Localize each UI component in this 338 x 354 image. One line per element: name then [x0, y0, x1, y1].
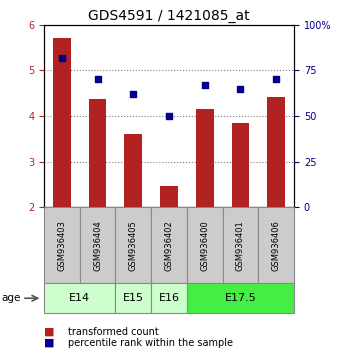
Text: age: age — [2, 293, 21, 303]
Text: transformed count: transformed count — [68, 327, 158, 337]
Bar — [44, 207, 80, 283]
Text: GSM936403: GSM936403 — [57, 220, 66, 270]
Text: ■: ■ — [44, 327, 54, 337]
Text: GDS4591 / 1421085_at: GDS4591 / 1421085_at — [88, 9, 250, 23]
Bar — [80, 207, 115, 283]
Bar — [124, 134, 142, 207]
Text: GSM936400: GSM936400 — [200, 220, 209, 270]
Bar — [187, 283, 294, 313]
Point — [202, 82, 208, 88]
Text: E16: E16 — [159, 293, 179, 303]
Bar — [196, 109, 214, 207]
Text: E15: E15 — [123, 293, 144, 303]
Bar — [151, 283, 187, 313]
Point — [130, 91, 136, 97]
Point — [59, 55, 65, 61]
Text: percentile rank within the sample: percentile rank within the sample — [68, 338, 233, 348]
Point — [238, 86, 243, 91]
Bar — [89, 99, 106, 207]
Bar — [151, 207, 187, 283]
Text: ■: ■ — [44, 338, 54, 348]
Bar — [232, 123, 249, 207]
Text: GSM936402: GSM936402 — [165, 220, 173, 270]
Text: GSM936401: GSM936401 — [236, 220, 245, 270]
Bar — [223, 207, 258, 283]
Bar — [160, 185, 178, 207]
Bar — [115, 283, 151, 313]
Text: GSM936404: GSM936404 — [93, 220, 102, 270]
Point — [273, 76, 279, 82]
Text: GSM936406: GSM936406 — [272, 220, 281, 270]
Text: E17.5: E17.5 — [224, 293, 256, 303]
Bar — [267, 97, 285, 207]
Bar — [44, 283, 115, 313]
Text: E14: E14 — [69, 293, 90, 303]
Bar — [258, 207, 294, 283]
Text: GSM936405: GSM936405 — [129, 220, 138, 270]
Bar — [115, 207, 151, 283]
Bar — [53, 38, 71, 207]
Point — [95, 76, 100, 82]
Bar — [187, 207, 223, 283]
Point — [166, 113, 172, 119]
